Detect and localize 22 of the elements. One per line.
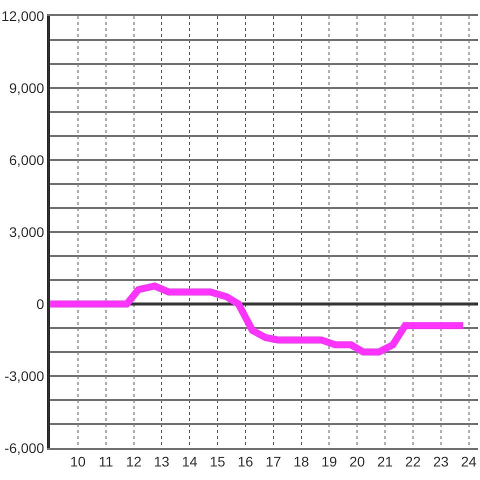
- x-tick-label: 16: [238, 454, 254, 470]
- y-tick-label: 0: [36, 296, 44, 312]
- x-tick-label: 13: [154, 454, 170, 470]
- x-tick-label: 24: [461, 454, 477, 470]
- x-tick-label: 21: [377, 454, 394, 470]
- x-tick-label: 18: [293, 454, 310, 470]
- x-tick-label: 20: [349, 454, 366, 470]
- y-tick-label: -6,000: [4, 440, 44, 456]
- x-tick-label: 17: [266, 454, 282, 470]
- x-tick-label: 12: [126, 454, 142, 470]
- x-tick-label: 19: [321, 454, 338, 470]
- x-tick-label: 22: [405, 454, 421, 470]
- y-tick-label: 6,000: [9, 152, 44, 168]
- x-tick-label: 10: [70, 454, 86, 470]
- x-tick-label: 14: [182, 454, 198, 470]
- y-tick-label: 12,000: [1, 8, 44, 24]
- y-tick-label: 3,000: [9, 224, 44, 240]
- x-tick-label: 23: [433, 454, 449, 470]
- x-tick-label: 15: [210, 454, 226, 470]
- y-tick-label: 9,000: [9, 80, 44, 96]
- x-tick-label: 11: [98, 454, 114, 470]
- y-tick-label: -3,000: [4, 368, 44, 384]
